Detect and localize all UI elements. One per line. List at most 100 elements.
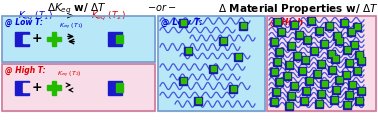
- Text: @ High T:: @ High T:: [270, 18, 314, 27]
- Bar: [275, 48, 283, 56]
- Bar: [211, 66, 216, 71]
- Bar: [116, 83, 123, 92]
- Bar: [285, 73, 290, 78]
- Bar: [272, 39, 277, 44]
- Bar: [116, 35, 123, 43]
- Bar: [270, 98, 278, 106]
- Bar: [322, 41, 327, 46]
- Bar: [194, 97, 202, 105]
- Bar: [292, 22, 297, 27]
- Bar: [287, 103, 292, 108]
- Bar: [359, 58, 364, 63]
- Bar: [344, 72, 349, 77]
- Bar: [23, 35, 30, 43]
- Bar: [319, 61, 324, 66]
- Bar: [317, 60, 325, 68]
- Bar: [272, 69, 277, 74]
- Bar: [349, 29, 354, 34]
- Bar: [330, 96, 338, 104]
- Bar: [315, 27, 323, 35]
- Bar: [270, 68, 278, 76]
- Bar: [331, 55, 339, 63]
- Text: $>$: $>$: [65, 10, 76, 20]
- Bar: [2, 16, 155, 62]
- Bar: [353, 67, 361, 75]
- Bar: [229, 85, 237, 93]
- Bar: [273, 58, 281, 66]
- Bar: [277, 49, 282, 54]
- Bar: [298, 67, 306, 75]
- Bar: [47, 85, 61, 90]
- Bar: [270, 38, 278, 46]
- Bar: [301, 56, 309, 64]
- Text: $K_{eq}\ (T_2)$: $K_{eq}\ (T_2)$: [90, 10, 125, 23]
- Bar: [337, 38, 342, 43]
- Bar: [345, 91, 353, 99]
- Bar: [275, 19, 280, 24]
- Bar: [239, 22, 247, 30]
- Bar: [355, 68, 360, 73]
- Bar: [267, 16, 376, 111]
- Bar: [333, 56, 338, 61]
- Bar: [300, 68, 305, 73]
- Bar: [304, 88, 309, 93]
- Text: $-or-$: $-or-$: [147, 2, 177, 13]
- Bar: [292, 83, 297, 88]
- Bar: [285, 61, 293, 69]
- Bar: [352, 42, 357, 47]
- Bar: [287, 92, 295, 100]
- Bar: [290, 21, 298, 29]
- Bar: [350, 41, 358, 49]
- Bar: [303, 57, 308, 62]
- Bar: [320, 40, 328, 48]
- Bar: [315, 71, 320, 76]
- Bar: [277, 28, 285, 36]
- Bar: [290, 82, 298, 90]
- Text: $K_{eq}\ (T_2)$: $K_{eq}\ (T_2)$: [57, 70, 82, 80]
- Bar: [277, 79, 282, 84]
- Bar: [179, 19, 187, 27]
- Bar: [236, 54, 241, 59]
- Bar: [108, 80, 122, 95]
- Bar: [303, 36, 311, 44]
- Bar: [2, 64, 155, 111]
- Bar: [319, 91, 324, 96]
- Text: $\Delta$ Material Properties w/ $\Delta T$: $\Delta$ Material Properties w/ $\Delta …: [218, 2, 378, 16]
- Bar: [2, 64, 155, 111]
- Bar: [15, 32, 29, 46]
- Bar: [357, 87, 365, 95]
- Bar: [343, 46, 351, 54]
- Bar: [310, 47, 318, 55]
- Bar: [345, 59, 353, 67]
- Bar: [340, 19, 348, 27]
- Bar: [275, 59, 280, 64]
- Bar: [275, 78, 283, 86]
- Bar: [295, 31, 303, 39]
- Bar: [272, 88, 280, 96]
- Bar: [320, 80, 328, 88]
- Bar: [337, 77, 342, 82]
- Bar: [312, 48, 317, 53]
- Bar: [342, 20, 347, 25]
- Bar: [357, 52, 362, 57]
- Bar: [305, 77, 313, 85]
- Bar: [348, 81, 356, 89]
- Bar: [332, 86, 340, 94]
- Bar: [307, 78, 312, 83]
- Text: @ Low T:: @ Low T:: [161, 18, 203, 27]
- Bar: [47, 37, 61, 41]
- Bar: [196, 98, 201, 103]
- Bar: [297, 32, 302, 37]
- Bar: [359, 88, 364, 93]
- Bar: [279, 29, 284, 34]
- Bar: [285, 102, 293, 110]
- Bar: [287, 62, 292, 67]
- Bar: [315, 100, 323, 108]
- Bar: [309, 18, 314, 23]
- Bar: [231, 86, 236, 91]
- Text: +: +: [32, 33, 42, 46]
- Bar: [219, 37, 227, 45]
- Bar: [350, 82, 355, 87]
- Bar: [267, 16, 376, 111]
- Bar: [108, 32, 122, 46]
